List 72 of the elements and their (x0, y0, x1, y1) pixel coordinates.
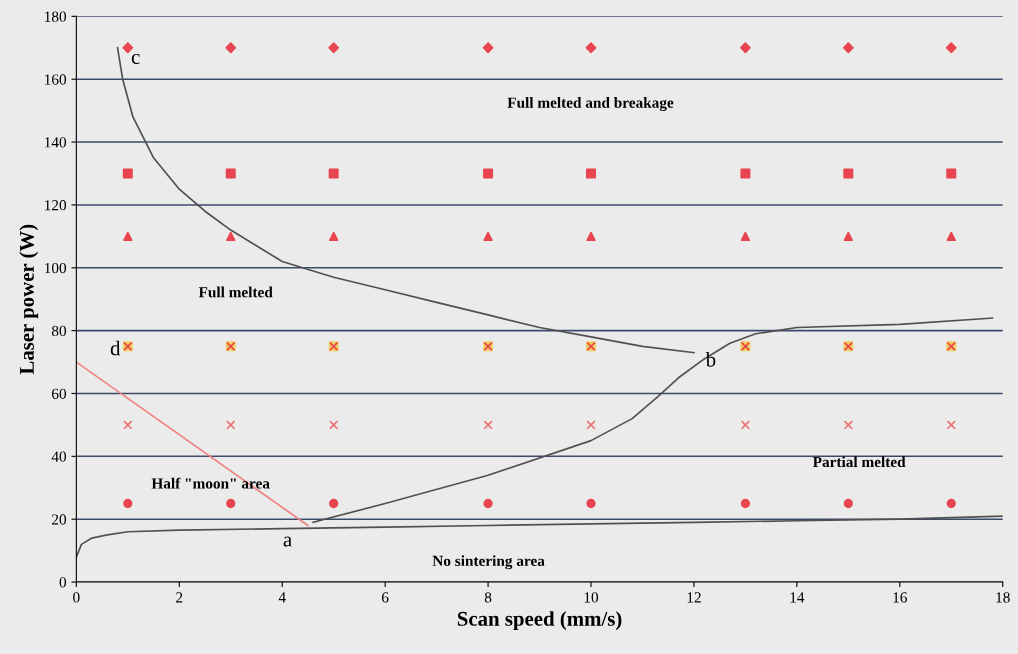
annotation: c (131, 53, 140, 64)
x-tick-label: 4 (278, 592, 286, 603)
point (328, 42, 340, 54)
point (586, 231, 596, 241)
point (843, 168, 854, 179)
point (123, 498, 133, 509)
annotation: a (283, 536, 292, 547)
point (843, 231, 853, 241)
point (483, 168, 494, 179)
point (946, 231, 956, 241)
point (123, 231, 133, 241)
x-tick-label: 0 (73, 592, 80, 603)
point (329, 498, 339, 509)
point (740, 231, 751, 241)
point (225, 42, 237, 54)
point (483, 231, 493, 241)
annotation: Full melted and breakage (507, 97, 674, 112)
point (586, 420, 596, 430)
point (328, 168, 339, 179)
x-tick-label: 6 (381, 592, 389, 603)
y-tick-label: 100 (45, 262, 67, 274)
y-tick-label: 60 (52, 388, 67, 399)
point (585, 42, 597, 54)
y-tick-label: 20 (52, 514, 67, 525)
y-tick-label: 80 (51, 325, 67, 337)
point (739, 42, 751, 54)
annotation: d (110, 340, 121, 356)
point (226, 498, 236, 509)
point (122, 42, 134, 54)
point (329, 420, 339, 430)
point (740, 498, 751, 509)
point (946, 420, 956, 430)
point (946, 168, 957, 179)
x-tick-label: 12 (687, 592, 701, 603)
point (740, 420, 751, 430)
point (843, 498, 853, 509)
point (586, 168, 597, 179)
annotation: Half "moon" area (151, 477, 270, 489)
point (482, 42, 494, 54)
x-tick-label: 10 (584, 592, 599, 603)
point (843, 420, 853, 430)
point (740, 168, 751, 179)
x-tick-label: 14 (790, 592, 805, 603)
y-tick-label: 120 (45, 200, 67, 211)
x-tick-label: 8 (484, 592, 492, 603)
point (946, 498, 956, 509)
point (226, 420, 236, 430)
point (842, 42, 854, 54)
point (483, 498, 493, 509)
annotation: No sintering area (432, 555, 545, 570)
x-axis-title: Scan speed (mm/s) (457, 611, 622, 631)
point (329, 231, 339, 241)
x-tick-label: 2 (176, 592, 183, 603)
y-tick-label: 160 (45, 74, 67, 85)
point (123, 420, 133, 430)
point (226, 231, 236, 241)
x-tick-label: 16 (893, 592, 907, 603)
line-series (312, 317, 994, 524)
y-tick-label: 140 (45, 137, 67, 148)
point (945, 42, 957, 54)
point (483, 420, 493, 430)
x-tick-label: 18 (996, 592, 1010, 603)
point (122, 168, 133, 179)
y-tick-label: 180 (45, 11, 67, 22)
point (225, 168, 236, 179)
y-tick-label: 40 (51, 451, 67, 462)
annotation: Partial melted (812, 456, 906, 468)
y-tick-label: 0 (59, 577, 67, 588)
point (586, 498, 596, 509)
y-axis-title: Laser power (W) (19, 224, 39, 375)
annotation: b (705, 351, 716, 367)
annotation: Full melted (198, 286, 273, 298)
